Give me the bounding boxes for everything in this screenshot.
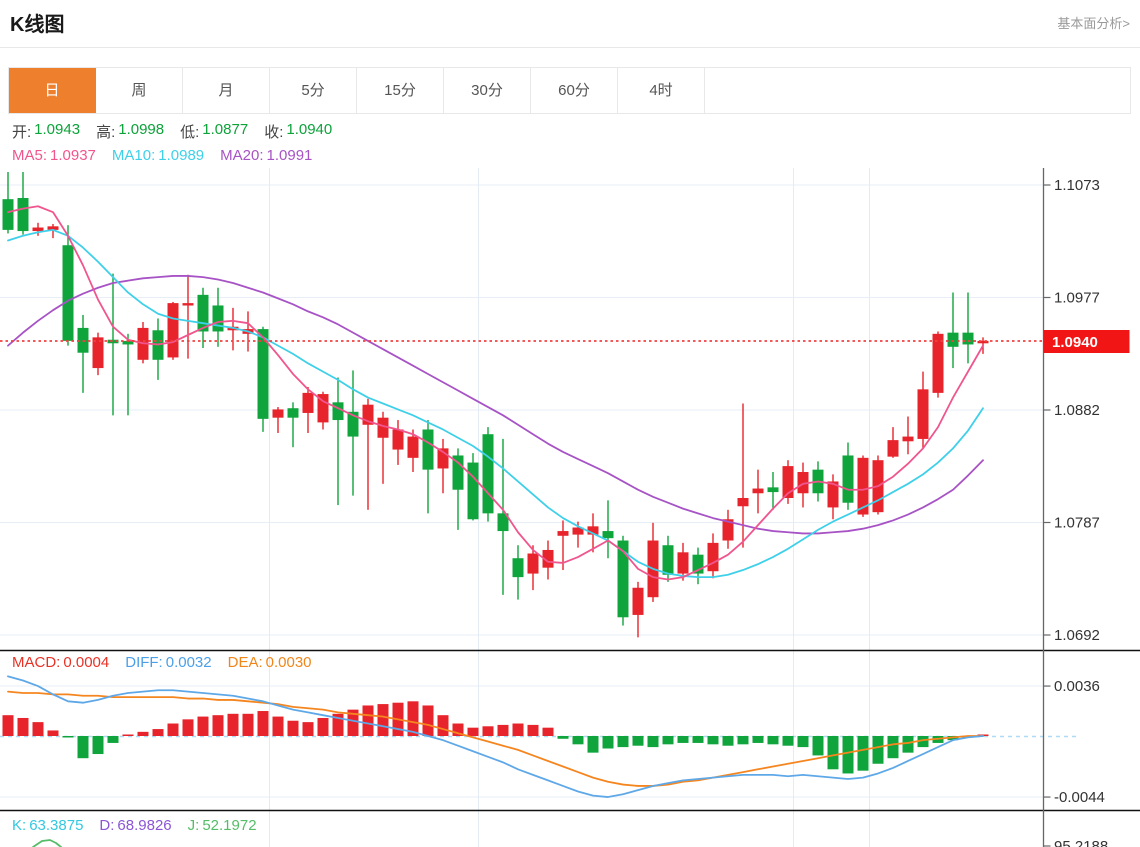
tab-day[interactable]: 日 [9, 68, 96, 113]
dea-value: DEA: 0.0030 [227, 654, 312, 671]
svg-text:1.0940: 1.0940 [1052, 334, 1098, 351]
diff-line [7, 675, 984, 798]
ma5-line [7, 205, 984, 581]
macd-value: MACD: 0.0004 [12, 654, 110, 671]
svg-text:95.2188: 95.2188 [1054, 838, 1108, 847]
candles [2, 172, 989, 638]
interval-tabbar: 日 周 月 5分 15分 30分 60分 4时 [8, 67, 1131, 114]
ma20-line [7, 275, 984, 535]
kdj-j-value: J: 52.1972 [187, 817, 257, 834]
ma20-value: MA20: 1.0991 [220, 147, 313, 164]
low-value: 低: 1.0877 [180, 121, 249, 141]
svg-text:1.0977: 1.0977 [1054, 290, 1100, 307]
open-value: 开: 1.0943 [12, 121, 81, 141]
tab-15min[interactable]: 15分 [357, 68, 444, 113]
tab-30min[interactable]: 30分 [444, 68, 531, 113]
ma10-value: MA10: 1.0989 [111, 147, 205, 164]
macd-histogram [2, 701, 989, 774]
diff-value: DIFF: 0.0032 [125, 654, 212, 671]
kdj-d-value: D: 68.9826 [99, 817, 172, 834]
tab-60min[interactable]: 60分 [531, 68, 618, 113]
high-value: 高: 1.0998 [96, 121, 165, 141]
ma10-line [7, 228, 984, 579]
dea-line [7, 690, 984, 787]
kdj-k-value: K: 63.3875 [12, 817, 84, 834]
svg-text:1.0882: 1.0882 [1054, 402, 1100, 419]
svg-text:0.0036: 0.0036 [1054, 678, 1100, 695]
ma-legend: MA5: 1.0937 MA10: 1.0989 MA20: 1.0991 [12, 147, 312, 164]
last-price-badge: 1.0940 [1043, 330, 1130, 353]
close-value: 收: 1.0940 [264, 121, 333, 141]
page-title: K线图 [10, 14, 65, 36]
gridlines [0, 168, 1043, 847]
tab-month[interactable]: 月 [183, 68, 270, 113]
fundamental-analysis-link[interactable]: 基本面分析> [1057, 16, 1130, 31]
svg-text:1.1073: 1.1073 [1054, 177, 1100, 194]
svg-text:1.0787: 1.0787 [1054, 515, 1100, 532]
svg-text:-0.0044: -0.0044 [1054, 789, 1105, 806]
macd-legend: MACD: 0.0004 DIFF: 0.0032 DEA: 0.0030 [12, 654, 312, 671]
ohlc-legend: 开: 1.0943 高: 1.0998 低: 1.0877 收: 1.0940 [12, 121, 332, 142]
svg-text:1.0692: 1.0692 [1054, 627, 1100, 644]
price-axis-labels: 1.1073 1.0977 1.0882 1.0787 1.0692 0.0036 -0.0… [1043, 177, 1108, 847]
tab-week[interactable]: 周 [96, 68, 183, 113]
ma5-value: MA5: 1.0937 [12, 147, 96, 164]
title-divider [0, 47, 1140, 48]
tab-4hour[interactable]: 4时 [618, 68, 705, 113]
tab-5min[interactable]: 5分 [270, 68, 357, 113]
kdj-legend: K: 63.3875 D: 68.9826 J: 52.1972 [12, 817, 257, 834]
kdj-line-fragment [32, 839, 62, 847]
